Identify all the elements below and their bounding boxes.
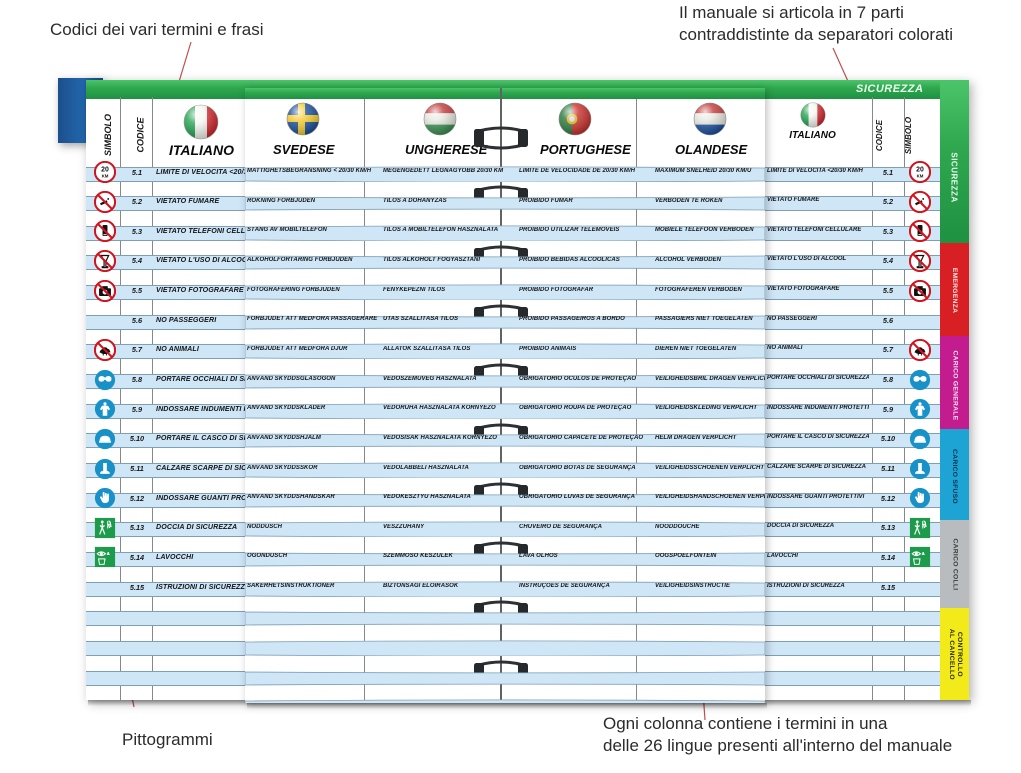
svg-text:20: 20 xyxy=(101,167,109,174)
svg-text:KM: KM xyxy=(102,174,109,179)
svg-text:20: 20 xyxy=(916,167,924,174)
svg-text:KM: KM xyxy=(917,174,924,179)
